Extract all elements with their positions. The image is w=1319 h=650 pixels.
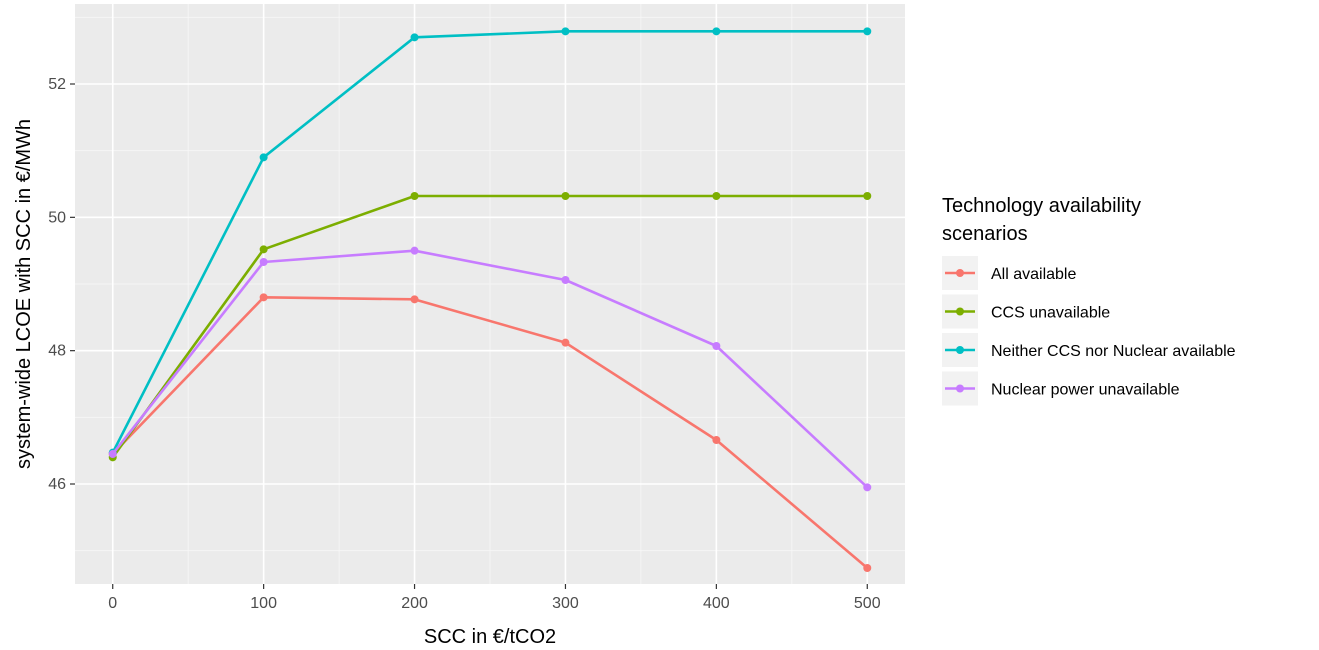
data-point-neither-ccs-nor-nuclear-available — [561, 27, 570, 36]
data-point-neither-ccs-nor-nuclear-available — [863, 27, 872, 36]
data-point-ccs-unavailable — [259, 245, 268, 254]
data-point-all-available — [712, 436, 721, 444]
data-point-neither-ccs-nor-nuclear-available — [259, 153, 268, 162]
legend-key-point — [956, 384, 964, 393]
data-point-nuclear-power-unavailable — [712, 342, 721, 350]
y-tick-label: 46 — [48, 476, 66, 493]
legend-key-point — [956, 346, 964, 354]
x-tick-label: 300 — [552, 595, 579, 612]
data-point-nuclear-power-unavailable — [259, 258, 268, 266]
legend-label: All available — [991, 266, 1076, 283]
data-point-neither-ccs-nor-nuclear-available — [410, 33, 419, 42]
series-line-ccs-unavailable — [111, 194, 868, 459]
legend-item-all-available: All available — [942, 256, 1076, 290]
x-axis: 0 100 200 300 400 500 — [108, 584, 881, 612]
x-axis-title: SCC in €/tCO2 — [424, 626, 556, 648]
minor-gridlines — [75, 4, 905, 584]
y-tick-label: 52 — [48, 76, 66, 93]
y-axis: 46 48 50 52 — [48, 76, 75, 493]
data-point-all-available — [259, 293, 268, 302]
series-layer — [108, 27, 872, 572]
y-tick-label: 50 — [48, 209, 66, 226]
data-point-nuclear-power-unavailable — [108, 450, 117, 458]
legend-item-nuclear-power-unavailable: Nuclear power unavailable — [942, 371, 1180, 406]
data-point-all-available — [561, 338, 570, 347]
legend-key-point — [956, 307, 964, 316]
legend-label: CCS unavailable — [991, 305, 1110, 322]
legend-label: Neither CCS nor Nuclear available — [991, 343, 1236, 360]
data-point-ccs-unavailable — [863, 192, 872, 200]
data-point-nuclear-power-unavailable — [410, 246, 419, 255]
legend: Technology availability scenarios All av… — [942, 195, 1236, 406]
data-point-ccs-unavailable — [712, 192, 721, 200]
legend-label: Nuclear power unavailable — [991, 382, 1180, 399]
legend-title-line-1: Technology availability — [942, 195, 1141, 217]
legend-item-neither-ccs-nor-nuclear-available: Neither CCS nor Nuclear available — [942, 333, 1236, 367]
data-point-neither-ccs-nor-nuclear-available — [712, 27, 721, 36]
series-line-nuclear-power-unavailable — [111, 249, 869, 489]
x-tick-label: 400 — [703, 595, 730, 612]
data-point-nuclear-power-unavailable — [863, 483, 872, 492]
data-point-ccs-unavailable — [410, 192, 419, 200]
legend-item-ccs-unavailable: CCS unavailable — [942, 294, 1110, 329]
x-tick-label: 100 — [250, 595, 277, 612]
y-axis-title: system-wide LCOE with SCC in €/MWh — [13, 119, 35, 469]
legend-title-line-2: scenarios — [942, 223, 1028, 245]
x-tick-label: 500 — [854, 595, 881, 612]
series-line-neither-ccs-nor-nuclear-available — [111, 30, 868, 454]
x-tick-label: 0 — [108, 595, 117, 612]
x-tick-label: 200 — [401, 595, 428, 612]
data-point-all-available — [863, 564, 872, 572]
legend-items: All available CCS unavailable Neither CCS … — [942, 256, 1236, 406]
legend-key-point — [956, 269, 964, 277]
data-point-ccs-unavailable — [561, 192, 570, 200]
y-tick-label: 48 — [48, 343, 66, 360]
data-point-nuclear-power-unavailable — [561, 276, 570, 284]
data-point-all-available — [410, 295, 419, 304]
series-line-all-available — [111, 296, 869, 569]
